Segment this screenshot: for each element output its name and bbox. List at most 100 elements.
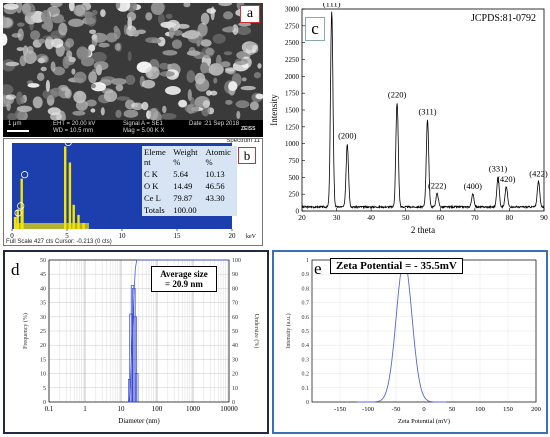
sem-particle: [123, 109, 139, 118]
sem-particle: [212, 33, 226, 44]
sem-particle: [205, 47, 215, 56]
sem-particle: [68, 18, 84, 27]
sem-particle: [183, 30, 200, 40]
panel-letter-a: a: [240, 5, 260, 23]
edx-peak: [13, 216, 17, 229]
sem-particle: [37, 57, 46, 64]
sem-particle: [58, 22, 68, 36]
dls-y-tick-label: 30: [40, 315, 46, 321]
table-row: Ce L 79.87 43.30: [142, 192, 237, 204]
sem-particle: [159, 71, 175, 77]
sem-particle: [155, 3, 166, 13]
sem-particle: [160, 113, 177, 120]
dls-y-tick-label: 50: [40, 258, 46, 264]
panel-letter-c: c: [305, 17, 325, 41]
dls-x-tick-label: 100: [152, 405, 163, 413]
sem-particle: [20, 96, 25, 105]
info-mag: Mag = 5.00 K X: [123, 128, 165, 134]
sem-particle: [23, 50, 37, 64]
sem-micrograph: [3, 3, 263, 125]
xrd-peak-label: (311): [418, 106, 436, 116]
spectrum-tag: Spectrum 11: [226, 138, 260, 144]
dls-undersize-curve: [128, 259, 229, 403]
xrd-peak-label: (422): [529, 168, 548, 178]
xrd-x-tick-label: 20: [298, 213, 306, 222]
zeta-x-tick-label: -100: [362, 406, 374, 413]
edx-peak: [77, 214, 80, 229]
xrd-y-tick-label: 2250: [285, 56, 300, 64]
sem-particle: [38, 38, 46, 44]
panel-letter-b: b: [238, 147, 256, 164]
scale-label: 1 μm: [8, 121, 22, 127]
sem-particle: [200, 62, 209, 74]
scale-bar: [7, 130, 29, 132]
sem-particle: [115, 109, 122, 118]
panel-letter-d: d: [11, 260, 20, 279]
info-signal: Signal A = SE1: [123, 121, 163, 127]
edx-element-marker: [21, 171, 29, 179]
sem-particle: [235, 100, 250, 109]
zeta-x-axis-label: Zeta Potential (mV): [398, 418, 450, 425]
xrd-y-tick-label: 1500: [285, 107, 300, 115]
sem-image-panel: a 1 μm EHT = 20.00 kV WD = 10.5 mm Signa…: [3, 3, 263, 137]
sem-particle: [3, 84, 14, 95]
table-row: O K 14.49 46.56: [142, 180, 237, 192]
sem-particle: [132, 30, 140, 37]
dls-y-tick-label: 45: [40, 272, 46, 278]
sem-particle: [127, 51, 132, 62]
zeta-y-tick-label: 0.1: [302, 386, 310, 392]
sem-particle: [213, 77, 218, 84]
sem-particle: [72, 110, 86, 116]
xrd-x-tick-label: 70: [471, 213, 479, 222]
sem-particle: [103, 90, 118, 102]
edx-x-tick-label: 20: [229, 232, 237, 240]
sem-particle: [157, 13, 165, 25]
dls-y2-tick-label: 80: [232, 286, 238, 292]
zeta-y-tick-label: 0.4: [302, 343, 310, 349]
sem-particle: [17, 22, 25, 27]
sem-particle: [3, 15, 7, 29]
xrd-y-tick-label: 500: [289, 174, 300, 182]
zeta-panel: 0 0.1 0.2 0.3 0.4 0.5 0.6 0.7 0.8 0.9 1 -150 -100 -50…: [272, 250, 548, 434]
sem-particle: [5, 94, 17, 100]
sem-particle: [5, 61, 20, 67]
xrd-chart: 0 250 500 750 1000 1250 1500 1750 2000 2250 2500 27…: [269, 3, 548, 235]
sem-particle: [73, 71, 87, 84]
xrd-y-tick-label: 2500: [285, 39, 300, 47]
sem-particle: [159, 62, 170, 70]
sem-particle: [90, 83, 96, 89]
sem-particle: [55, 18, 66, 23]
sem-particle: [16, 47, 24, 52]
sem-particle: [165, 86, 181, 95]
sem-particle: [127, 11, 137, 21]
zeta-y-tick-label: 0.6: [302, 315, 310, 321]
edx-peak: [21, 206, 24, 229]
sem-particle: [71, 68, 76, 75]
zeta-y-tick-label: 0.2: [302, 372, 310, 378]
sem-particle: [91, 34, 97, 40]
sem-particle: [206, 90, 212, 96]
dls-y-tick-label: 10: [40, 372, 46, 378]
sem-particle: [196, 40, 201, 47]
dls-x-tick-label: 10: [118, 405, 126, 413]
info-wd: WD = 10.5 mm: [53, 128, 94, 134]
edx-peak: [16, 209, 19, 229]
xrd-peak-label: (331): [489, 164, 508, 174]
edx-peak: [64, 146, 67, 229]
average-size-value: = 20.9 nm: [165, 279, 203, 289]
dls-y2-tick-label: 40: [232, 343, 238, 349]
sem-particle: [184, 103, 200, 114]
zeta-y-tick-label: 0.3: [302, 357, 310, 363]
xrd-peak-label: (222): [428, 180, 447, 190]
edx-element-marker: [14, 209, 22, 217]
edx-element-marker: [64, 139, 72, 147]
table-cell: 10.13: [205, 169, 225, 179]
table-cell: 5.64: [173, 169, 189, 179]
sem-particle: [100, 107, 105, 116]
dls-y2-tick-label: 30: [232, 357, 238, 363]
dls-y2-tick-label: 60: [232, 315, 238, 321]
zeta-x-tick-label: 200: [531, 406, 541, 413]
table-cell: Totals: [144, 205, 165, 215]
dls-x-tick-label: 1000: [186, 405, 201, 413]
xrd-y-tick-label: 1000: [285, 140, 300, 148]
